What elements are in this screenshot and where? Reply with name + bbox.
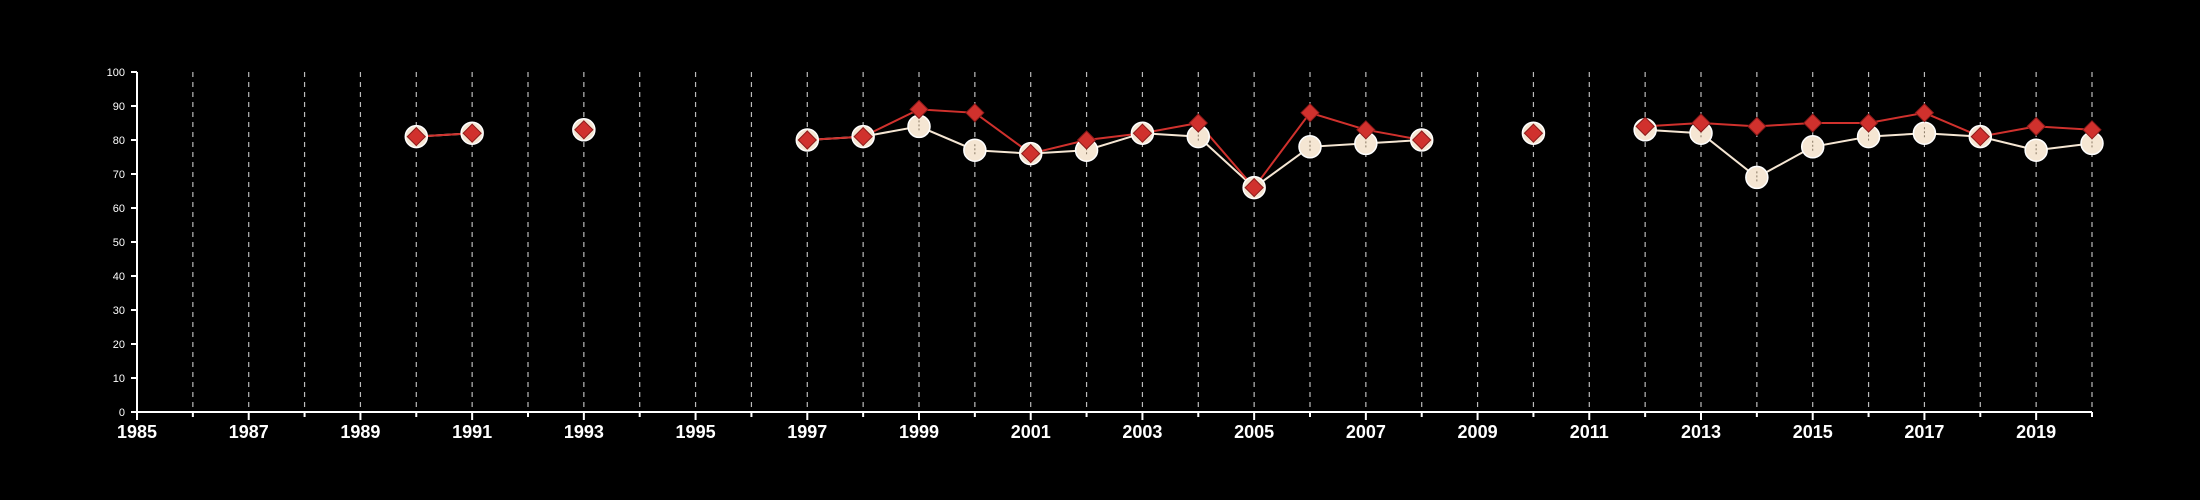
diamond-marker	[965, 103, 985, 123]
x-tick-label: 1989	[340, 422, 380, 442]
diamond-marker	[1858, 113, 1879, 133]
diamond-marker	[853, 126, 873, 147]
diamond-marker	[1803, 113, 1823, 133]
diamond-marker	[1914, 103, 1935, 123]
x-tick-label: 2013	[1681, 422, 1721, 442]
x-tick-label: 1997	[787, 422, 827, 442]
series-2-line	[807, 108, 1422, 190]
y-tick-label: 30	[113, 305, 125, 317]
diamond-marker	[1691, 113, 1711, 133]
x-tick-label: 1999	[899, 422, 939, 442]
diamond-marker	[1635, 116, 1655, 137]
diamond-marker	[2026, 116, 2046, 137]
x-tick-label: 1993	[564, 422, 604, 442]
x-tick-label: 2015	[1793, 422, 1833, 442]
diamond-marker	[406, 126, 426, 147]
diamond-marker	[1970, 126, 1990, 147]
x-tick-label: 2009	[1458, 422, 1498, 442]
diamond-marker	[1132, 123, 1153, 143]
vertical-gridlines	[192, 72, 2093, 412]
y-tick-label: 100	[107, 67, 125, 79]
y-tick-label: 20	[113, 339, 125, 351]
x-tick-label: 2011	[1570, 422, 1609, 442]
x-tick-label: 1991	[452, 422, 492, 442]
diamond-marker	[462, 123, 482, 143]
diamond-marker	[909, 99, 929, 120]
diamond-marker	[1412, 130, 1432, 150]
diamond-marker	[1356, 120, 1376, 140]
diamond-marker	[2082, 120, 2102, 140]
diamond-marker	[1747, 116, 1767, 137]
diamond-marker	[797, 130, 817, 150]
y-tick-label: 10	[113, 373, 125, 385]
y-tick-label: 70	[113, 169, 125, 181]
diamond-marker	[1300, 103, 1320, 123]
y-tick-label: 90	[113, 101, 125, 113]
y-tick-label: 80	[113, 135, 125, 147]
y-tick-label: 60	[113, 203, 125, 215]
x-tick-label: 2007	[1346, 422, 1386, 442]
x-tick-label: 2019	[2016, 422, 2056, 442]
diamond-marker	[1076, 130, 1097, 150]
x-tick-label: 1987	[229, 422, 269, 442]
diamond-marker	[1188, 113, 1208, 133]
diamond-marker	[1523, 123, 1544, 143]
x-tick-label: 1995	[676, 422, 716, 442]
x-tick-label: 2017	[1904, 422, 1944, 442]
series-markers	[404, 99, 2104, 200]
diamond-marker	[1244, 177, 1264, 198]
x-tick-label: 2005	[1234, 422, 1274, 442]
x-tick-label: 1985	[117, 422, 157, 442]
y-tick-label: 40	[113, 271, 125, 283]
x-tick-label: 2001	[1011, 422, 1051, 442]
y-tick-label: 0	[119, 407, 125, 419]
x-tick-label: 2003	[1122, 422, 1162, 442]
y-tick-label: 50	[113, 237, 125, 249]
y-axis: 0 10 20 30 40 50 60 70 80 90 100	[107, 67, 138, 419]
diamond-marker	[1021, 143, 1041, 164]
x-axis: 1985 1987 1989 1991 1993 1995 1997 1999 2001 2003…	[117, 411, 2093, 442]
diamond-marker	[574, 120, 594, 140]
